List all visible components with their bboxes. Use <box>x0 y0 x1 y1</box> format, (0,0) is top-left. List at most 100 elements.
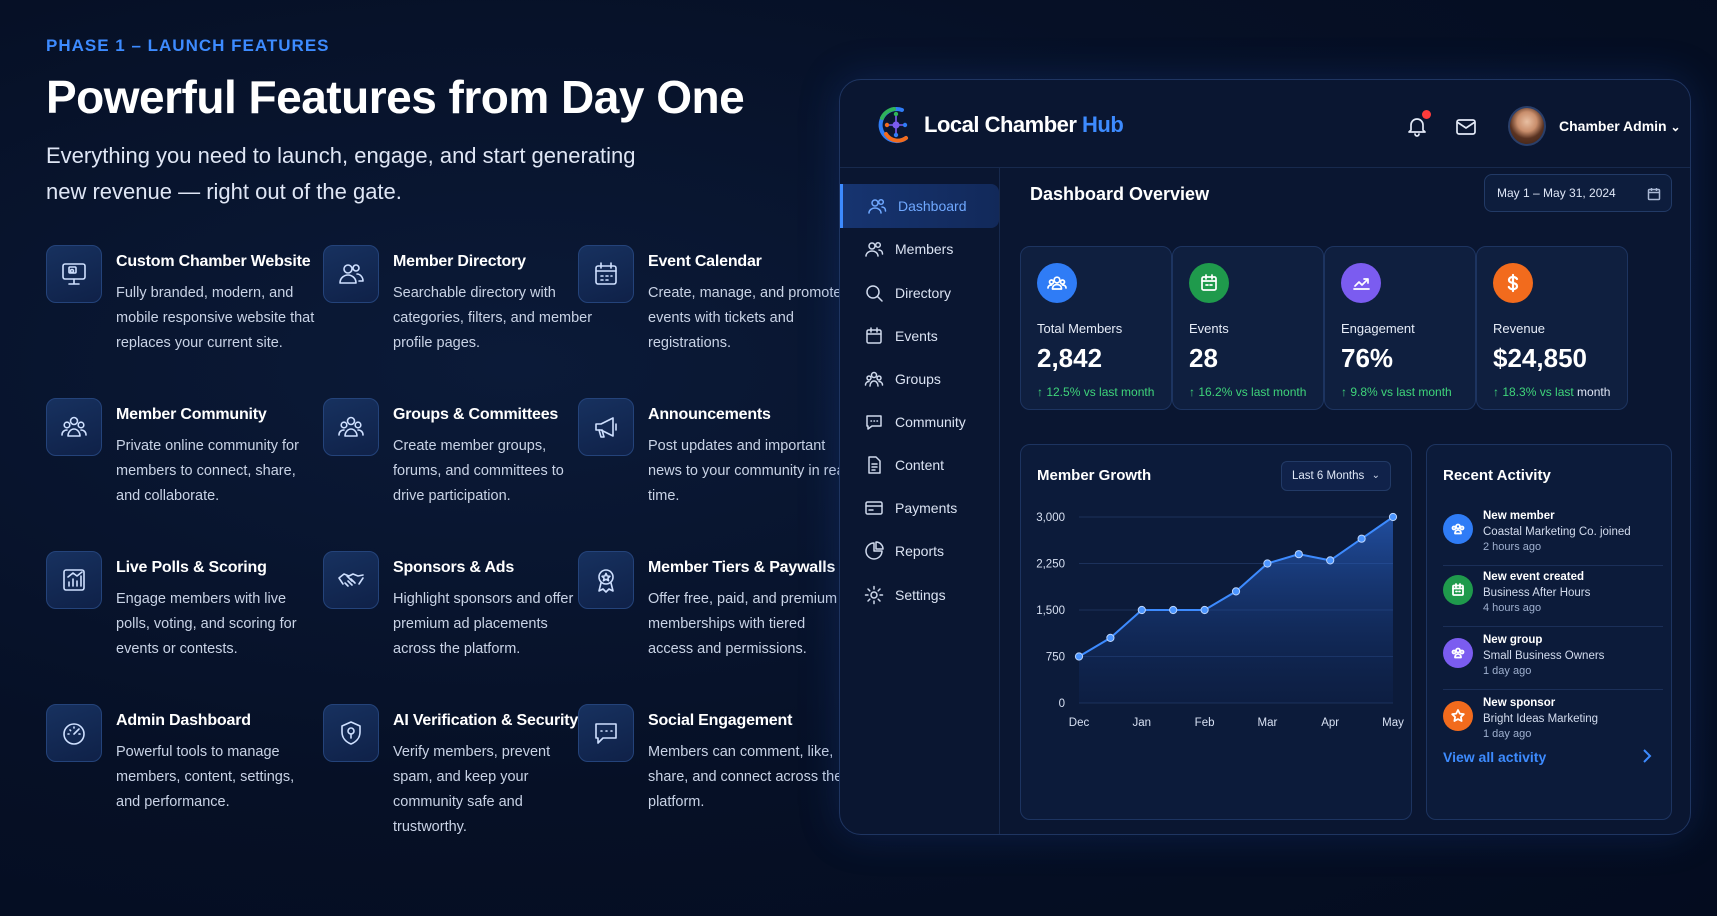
stat-value: $24,850 <box>1493 343 1587 373</box>
app-logo[interactable]: Local Chamber Hub <box>876 104 1124 146</box>
data-point[interactable] <box>1326 556 1335 565</box>
data-point[interactable] <box>1357 534 1366 543</box>
sidebar-item-settings[interactable]: Settings <box>840 573 999 617</box>
y-tick-label: 0 <box>1059 698 1065 710</box>
sidebar-item-label: Groups <box>895 371 941 387</box>
sidebar-item-label: Content <box>895 457 945 473</box>
feature-desc: Members can comment, like, share, and co… <box>648 744 843 810</box>
x-tick-label: Apr <box>1321 717 1339 729</box>
sidebar-item-label: Community <box>895 414 966 430</box>
bell-icon <box>1408 118 1426 137</box>
feature-desc: Engage members with live polls, voting, … <box>116 591 297 657</box>
stat-change: ↑ 16.2% vs last month <box>1189 385 1307 399</box>
x-tick-label: Feb <box>1195 717 1215 729</box>
y-tick-label: 1,500 <box>1036 605 1065 617</box>
data-point[interactable] <box>1106 633 1115 642</box>
stat-card-revenue[interactable]: Revenue $24,850 ↑ 18.3% vs last month <box>1476 246 1628 410</box>
feature-desc: Create member groups, forums, and commit… <box>393 438 564 504</box>
date-range-value: May 1 – May 31, 2024 <box>1497 186 1616 200</box>
calendar-icon <box>578 245 634 303</box>
member-growth-chart: 3,000 2,250 1,500 750 0 Dec Jan Feb Mar Apr May <box>1036 512 1404 729</box>
activity-type: New member <box>1483 510 1555 522</box>
dollar-icon <box>1493 263 1533 303</box>
feature-title: Event Calendar <box>648 253 762 270</box>
date-range-picker[interactable]: May 1 – May 31, 2024 <box>1484 174 1672 212</box>
stat-label: Events <box>1189 321 1229 336</box>
stat-card-events[interactable]: Events 28 ↑ 16.2% vs last month <box>1172 246 1324 410</box>
page-title: Dashboard Overview <box>1030 184 1210 204</box>
period-select[interactable]: Last 6 Months ⌄ <box>1281 461 1391 491</box>
gear-icon <box>864 585 884 605</box>
feature-title: Announcements <box>648 406 771 423</box>
sidebar-item-content[interactable]: Content <box>840 443 999 487</box>
avatar[interactable] <box>1508 106 1546 146</box>
feature-title: Custom Chamber Website <box>116 253 311 270</box>
sidebar-item-community[interactable]: Community <box>840 400 999 444</box>
sidebar-item-directory[interactable]: Directory <box>840 271 999 315</box>
activity-item[interactable]: New event created Business After Hours 4… <box>1443 571 1663 627</box>
stat-value: 2,842 <box>1037 343 1103 373</box>
feature-title: Member Tiers & Paywalls <box>648 559 836 576</box>
dashboard-window: Local Chamber Hub Chamber Admin ⌄ Dashbo… <box>839 79 1691 835</box>
user-name: Chamber Admin <box>1559 118 1667 134</box>
trend-icon <box>1341 263 1381 303</box>
activity-title: Recent Activity <box>1443 467 1551 484</box>
activity-item[interactable]: New sponsor Bright Ideas Marketing 1 day… <box>1443 697 1663 753</box>
sidebar-item-label: Events <box>895 328 938 344</box>
intro-section: PHASE 1 – LAUNCH FEATURES Powerful Featu… <box>46 36 836 210</box>
recent-activity-card: Recent Activity New member Coastal Marke… <box>1426 444 1672 820</box>
data-point[interactable] <box>1200 605 1209 615</box>
user-menu[interactable]: Chamber Admin ⌄ <box>1559 118 1681 134</box>
view-all-activity-link[interactable]: View all activity <box>1443 749 1547 765</box>
community-icon <box>46 398 102 456</box>
x-tick-label: Mar <box>1257 717 1277 729</box>
chevron-right-icon[interactable] <box>1639 747 1655 765</box>
data-point[interactable] <box>1294 550 1303 559</box>
stat-label: Total Members <box>1037 321 1123 336</box>
data-point[interactable] <box>1231 587 1241 596</box>
sidebar-item-payments[interactable]: Payments <box>840 486 999 530</box>
stat-card-engagement[interactable]: Engagement 76% ↑ 9.8% vs last month <box>1324 246 1476 410</box>
stat-label: Revenue <box>1493 321 1546 336</box>
feature-desc: Post updates and important news to your … <box>648 438 848 504</box>
data-point[interactable] <box>1137 605 1146 615</box>
activity-detail: Business After Hours <box>1483 587 1591 599</box>
data-point[interactable] <box>1169 605 1178 615</box>
stat-change: ↑ 12.5% vs last month <box>1037 385 1155 399</box>
notifications-button[interactable] <box>1405 110 1431 138</box>
sidebar-item-label: Reports <box>895 543 945 559</box>
sidebar-item-dashboard[interactable]: Dashboard <box>840 184 999 228</box>
activity-time: 1 day ago <box>1483 728 1532 740</box>
stat-label: Engagement <box>1341 321 1415 336</box>
data-point[interactable] <box>1074 652 1084 661</box>
calendar-icon <box>866 327 882 344</box>
feature-title: Member Directory <box>393 253 526 270</box>
users-icon <box>1037 263 1077 303</box>
member-growth-card: Member Growth Last 6 Months ⌄ 3,000 2,250… <box>1020 444 1412 820</box>
sidebar-item-members[interactable]: Members <box>840 227 999 271</box>
members-icon <box>865 241 884 257</box>
stat-card-members[interactable]: Total Members 2,842 ↑ 12.5% vs last mont… <box>1020 246 1172 410</box>
dashboard-icon <box>868 198 887 214</box>
activity-detail: Coastal Marketing Co. joined <box>1483 526 1631 538</box>
feature-desc: Highlight sponsors and offer premium ad … <box>393 591 574 657</box>
sidebar-item-label: Payments <box>895 500 958 516</box>
data-point[interactable] <box>1263 559 1272 568</box>
feature-title: Groups & Committees <box>393 406 559 423</box>
sidebar-item-groups[interactable]: Groups <box>840 357 999 401</box>
feature-desc: Verify members, prevent spam, and keep y… <box>393 744 551 835</box>
growth-area <box>1079 517 1393 703</box>
messages-button[interactable] <box>1454 116 1478 138</box>
period-value: Last 6 Months <box>1292 470 1365 482</box>
activity-time: 1 day ago <box>1483 665 1532 677</box>
activity-item[interactable]: New group Small Business Owners 1 day ag… <box>1443 634 1663 690</box>
activity-item[interactable]: New member Coastal Marketing Co. joined … <box>1443 510 1663 566</box>
stat-change: ↑ 9.8% vs last month <box>1341 385 1452 399</box>
sidebar-item-reports[interactable]: Reports <box>840 529 999 573</box>
activity-time: 2 hours ago <box>1483 541 1542 553</box>
feature-title: AI Verification & Security <box>393 712 579 729</box>
activity-detail: Small Business Owners <box>1483 650 1605 662</box>
pie-icon <box>865 541 884 560</box>
sidebar-item-events[interactable]: Events <box>840 314 999 358</box>
data-point[interactable] <box>1388 512 1398 522</box>
